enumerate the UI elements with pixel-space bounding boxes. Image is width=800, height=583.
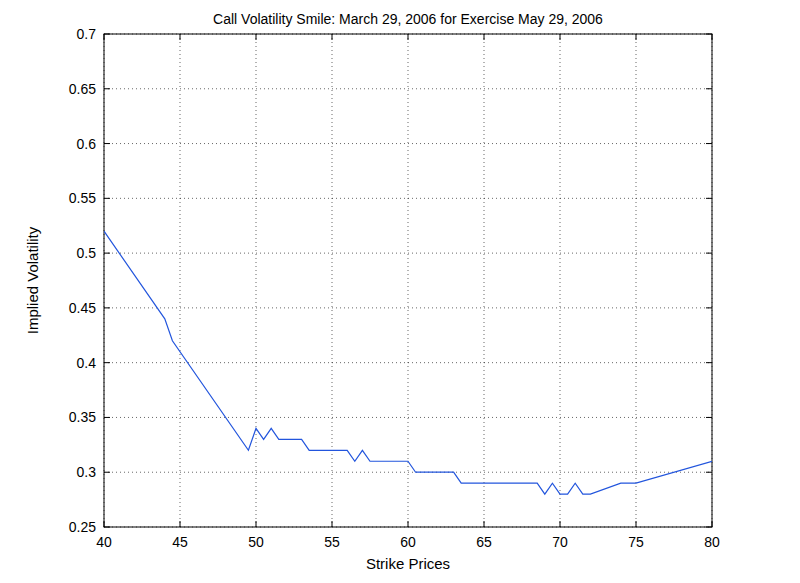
x-tick bbox=[332, 34, 333, 40]
y-tick-label: 0.25 bbox=[69, 519, 96, 535]
x-tick bbox=[560, 521, 561, 527]
x-grid-line bbox=[180, 34, 181, 527]
y-tick bbox=[104, 307, 110, 308]
y-tick-label: 0.3 bbox=[77, 464, 97, 480]
y-tick bbox=[706, 88, 712, 89]
x-tick-label: 70 bbox=[552, 534, 568, 550]
y-tick bbox=[706, 362, 712, 363]
x-grid-line bbox=[408, 34, 409, 527]
x-tick bbox=[408, 521, 409, 527]
x-tick bbox=[256, 34, 257, 40]
x-tick bbox=[180, 521, 181, 527]
frame bbox=[104, 34, 712, 527]
y-tick bbox=[104, 472, 110, 473]
series-group bbox=[104, 231, 712, 494]
y-tick-label: 0.35 bbox=[69, 409, 96, 425]
x-grid-line bbox=[636, 34, 637, 527]
x-tick-label: 65 bbox=[476, 534, 492, 550]
x-tick-label: 55 bbox=[324, 534, 340, 550]
plot-area bbox=[104, 34, 712, 527]
y-tick bbox=[104, 88, 110, 89]
y-tick-label: 0.6 bbox=[77, 136, 97, 152]
y-grid-line bbox=[104, 198, 712, 199]
title: Call Volatility Smile: March 29, 2006 fo… bbox=[213, 11, 603, 27]
y-tick bbox=[104, 362, 110, 363]
x-tick-label: 60 bbox=[400, 534, 416, 550]
y-grid-line bbox=[104, 88, 712, 89]
x-tick bbox=[332, 521, 333, 527]
x-tick-label: 75 bbox=[628, 534, 644, 550]
y-tick-label: 0.7 bbox=[77, 26, 97, 42]
y-grid-line bbox=[104, 472, 712, 473]
y-tick bbox=[104, 198, 110, 199]
y-grid-line bbox=[104, 417, 712, 418]
x-axis-label: Strike Prices bbox=[366, 555, 450, 572]
chart: 40 45 50 55 60 65 70 75 80 0.25 0.3 0.35 0.4 0.45 0.5 0… bbox=[0, 0, 800, 583]
x-tick bbox=[636, 521, 637, 527]
y-grid-line bbox=[104, 253, 712, 254]
y-grid-line bbox=[104, 143, 712, 144]
y-tick bbox=[706, 472, 712, 473]
y-axis-label: Implied Volatility bbox=[24, 226, 41, 334]
y-tick bbox=[706, 307, 712, 308]
x-tick bbox=[408, 34, 409, 40]
x-grid-line bbox=[256, 34, 257, 527]
y-tick-label: 0.45 bbox=[69, 300, 96, 316]
y-tick bbox=[706, 143, 712, 144]
y-tick bbox=[706, 417, 712, 418]
background bbox=[0, 0, 800, 583]
x-tick-label: 45 bbox=[172, 534, 188, 550]
x-tick-label: 40 bbox=[96, 534, 112, 550]
y-tick-label: 0.5 bbox=[77, 245, 97, 261]
y-tick bbox=[104, 253, 110, 254]
y-grid-line bbox=[104, 362, 712, 363]
x-tick-label: 50 bbox=[248, 534, 264, 550]
x-tick bbox=[180, 34, 181, 40]
y-tick-label: 0.65 bbox=[69, 81, 96, 97]
y-tick bbox=[706, 253, 712, 254]
y-tick bbox=[104, 143, 110, 144]
x-tick bbox=[484, 521, 485, 527]
x-tick bbox=[256, 521, 257, 527]
x-grid-line bbox=[332, 34, 333, 527]
x-tick-label: 80 bbox=[704, 534, 720, 550]
y-tick bbox=[104, 417, 110, 418]
y-grid-line bbox=[104, 307, 712, 308]
y-tick bbox=[706, 198, 712, 199]
line bbox=[104, 231, 712, 494]
x-tick bbox=[560, 34, 561, 40]
x-tick bbox=[484, 34, 485, 40]
x-grid-line bbox=[484, 34, 485, 527]
x-tick bbox=[636, 34, 637, 40]
y-tick-label: 0.55 bbox=[69, 190, 96, 206]
x-grid-line bbox=[560, 34, 561, 527]
y-tick-label: 0.4 bbox=[77, 355, 97, 371]
